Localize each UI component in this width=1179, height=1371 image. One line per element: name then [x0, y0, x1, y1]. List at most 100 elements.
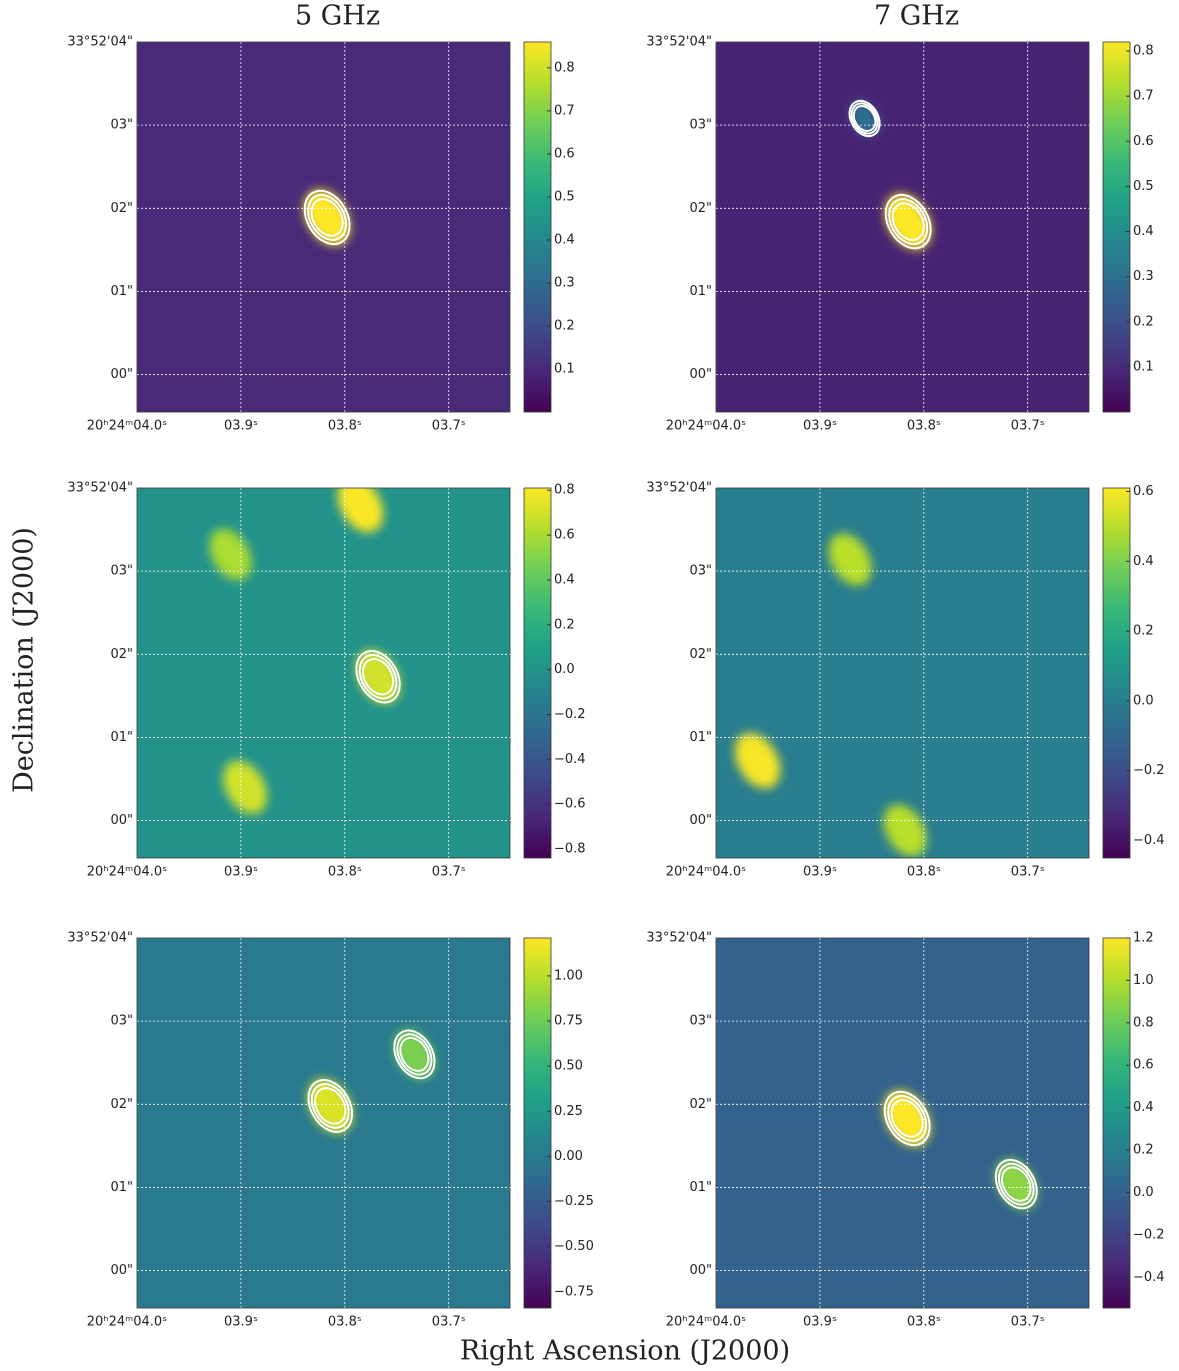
map-background — [137, 488, 510, 858]
colorbar-tick-label: 0.3 — [1133, 269, 1154, 284]
y-tick-label: 01" — [689, 1180, 712, 1195]
colorbar-tick-label: 0.50 — [554, 1059, 583, 1074]
source — [337, 488, 384, 533]
source — [223, 760, 268, 815]
contour — [355, 650, 401, 704]
x-tick-label: 03.8ˢ — [907, 419, 941, 434]
colorbar-tick-label: 0.3 — [554, 275, 575, 290]
y-tick-label: 02" — [689, 201, 712, 216]
image-panel — [137, 488, 510, 858]
x-tick-label: 03.7ˢ — [1011, 419, 1045, 434]
colorbar-tick-label: −0.8 — [554, 842, 586, 857]
colorbar-tick-label: 0.6 — [1133, 1058, 1154, 1073]
y-tick-label: 03" — [689, 1014, 712, 1029]
colorbar-tick-label: 0.8 — [554, 60, 575, 75]
colorbar-tick-label: 0.6 — [554, 528, 575, 543]
contour — [890, 1099, 924, 1138]
contour — [310, 198, 344, 237]
colorbar-tick-label: 0.8 — [554, 483, 575, 498]
contour — [883, 1090, 931, 1147]
colorbar-tick-label: 0.6 — [1133, 484, 1154, 499]
image-panel — [716, 488, 1089, 858]
y-tick-label: 00" — [110, 1263, 133, 1278]
y-tick-label: 33°52'04" — [646, 35, 712, 50]
colorbar-tick-label: 0.4 — [1133, 554, 1154, 569]
frame — [715, 41, 1090, 413]
colorbar-tick-label: 1.0 — [1133, 973, 1154, 988]
contour — [361, 658, 395, 696]
colorbar-tick-label: −0.75 — [554, 1284, 594, 1299]
y-tick-label: 00" — [110, 367, 133, 382]
contour — [307, 193, 348, 241]
contour — [314, 1087, 347, 1125]
y-tick-label: 33°52'04" — [67, 35, 133, 50]
colorbar-tick-label: −0.4 — [1133, 1270, 1165, 1285]
colorbar-tick-label: 0.5 — [1133, 179, 1154, 194]
contour — [884, 193, 932, 250]
image-panel — [137, 938, 510, 1308]
column-title: 7 GHz — [874, 1, 959, 32]
contour — [888, 198, 929, 246]
y-tick-label: 01" — [689, 730, 712, 745]
y-axis-label: Declination (J2000) — [9, 527, 40, 793]
colorbar — [1102, 487, 1131, 859]
y-tick-label: 01" — [689, 284, 712, 299]
colorbar-tick-label: 0.8 — [1133, 44, 1154, 59]
x-tick-label: 03.8ˢ — [328, 419, 362, 434]
colorbar — [523, 41, 552, 413]
colorbar-tick-label: −0.4 — [554, 752, 586, 767]
y-tick-label: 01" — [110, 284, 133, 299]
source — [734, 733, 781, 789]
x-axis-label: Right Ascension (J2000) — [460, 1336, 790, 1367]
x-tick-label: 03.9ˢ — [803, 1315, 837, 1330]
y-tick-label: 33°52'04" — [646, 481, 712, 496]
y-tick-label: 33°52'04" — [646, 931, 712, 946]
colorbar-tick-label: −0.50 — [554, 1239, 594, 1254]
x-tick-label: 20ʰ24ᵐ04.0ˢ — [87, 419, 167, 434]
colorbar-tick-label: 0.1 — [1133, 359, 1154, 374]
y-tick-label: 33°52'04" — [67, 481, 133, 496]
x-tick-label: 20ʰ24ᵐ04.0ˢ — [87, 1315, 167, 1330]
map-background — [716, 488, 1089, 858]
colorbar-tick-label: 0.0 — [554, 662, 575, 677]
colorbar — [1102, 937, 1131, 1309]
y-tick-label: 03" — [689, 564, 712, 579]
colorbar — [523, 937, 552, 1309]
y-tick-label: 02" — [110, 1097, 133, 1112]
colorbar-tick-label: −0.4 — [1133, 833, 1165, 848]
y-tick-label: 33°52'04" — [67, 931, 133, 946]
colorbar-tick-label: 0.4 — [1133, 1100, 1154, 1115]
contour — [310, 1083, 350, 1129]
colorbar-tick-label: −0.25 — [554, 1194, 594, 1209]
image-panel — [137, 42, 510, 412]
y-tick-label: 03" — [110, 564, 133, 579]
contour — [997, 1162, 1035, 1206]
image-panel — [716, 42, 1089, 412]
x-tick-label: 03.7ˢ — [1011, 1315, 1045, 1330]
frame — [136, 41, 511, 413]
contour — [887, 1094, 928, 1142]
y-tick-label: 00" — [689, 367, 712, 382]
contour — [393, 1029, 436, 1080]
frame — [136, 937, 511, 1309]
x-tick-label: 03.7ˢ — [432, 419, 466, 434]
colorbar-tick-label: 0.7 — [1133, 89, 1154, 104]
colorbar — [1102, 41, 1131, 413]
contour — [358, 654, 398, 700]
x-tick-label: 03.7ˢ — [1011, 865, 1045, 880]
colorbar-tick-label: 0.6 — [1133, 134, 1154, 149]
y-tick-label: 02" — [110, 201, 133, 216]
colorbar-tick-label: 0.00 — [554, 1149, 583, 1164]
colorbar-tick-label: 0.2 — [1133, 314, 1154, 329]
y-tick-label: 02" — [689, 1097, 712, 1112]
colorbar-tick-label: 0.8 — [1133, 1015, 1154, 1030]
x-tick-label: 03.7ˢ — [432, 865, 466, 880]
colorbar-tick-label: 0.7 — [554, 103, 575, 118]
contour — [994, 1158, 1038, 1210]
x-tick-label: 03.8ˢ — [328, 1315, 362, 1330]
x-tick-label: 03.7ˢ — [432, 1315, 466, 1330]
colorbar-tick-label: −0.6 — [554, 797, 586, 812]
contour — [850, 102, 879, 135]
contour — [852, 105, 877, 132]
